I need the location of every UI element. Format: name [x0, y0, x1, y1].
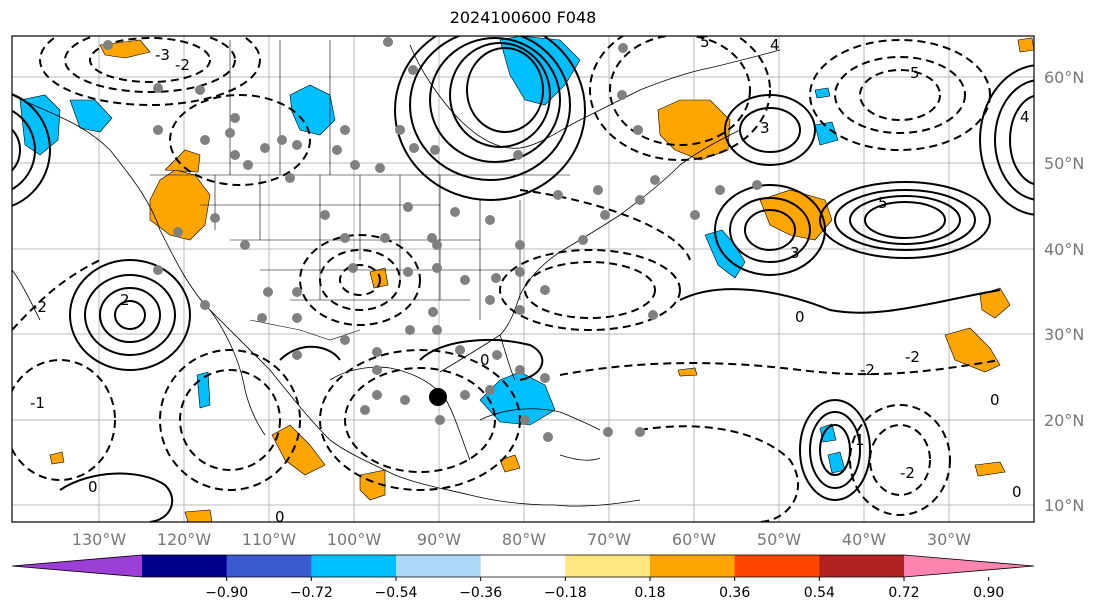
contour-label: 4 [1020, 108, 1030, 126]
colorbar-outline [11, 554, 1035, 578]
colorbar-extend-high [904, 555, 1034, 577]
negative-anomaly-patches [19, 36, 846, 474]
contour-label: 1 [855, 431, 865, 449]
contour-label: 0 [88, 478, 98, 496]
lon-label: 50°W [757, 530, 801, 549]
colorbar-tick-label: −0.36 [459, 585, 502, 601]
contour-label: 0 [480, 351, 490, 369]
contour-label: -2 [905, 348, 920, 366]
lat-label: 60°N [1044, 68, 1084, 87]
positive-contours [12, 36, 1034, 522]
lon-label: 40°W [842, 530, 886, 549]
lat-label: 10°N [1044, 496, 1084, 515]
contour-label: -2 [175, 56, 190, 74]
contour-label: 4 [770, 36, 780, 54]
colorbar-extend-low [12, 555, 142, 577]
colorbar-tick-label: −0.54 [375, 585, 418, 601]
colorbar-segment [226, 555, 312, 577]
contour-label: 3 [760, 119, 770, 137]
map-frame [11, 35, 1035, 523]
contour-label: 0 [990, 391, 1000, 409]
lon-label: 130°W [72, 530, 127, 549]
colorbar-tick-label: 0.36 [719, 585, 750, 601]
contour-label: 0 [795, 308, 805, 326]
lat-label: 30°N [1044, 325, 1084, 344]
lon-label: 100°W [327, 530, 382, 549]
colorbar-segment [734, 555, 820, 577]
contour-label: 0 [1012, 483, 1022, 501]
contour-label: -2 [32, 298, 47, 316]
colorbar: −0.90 −0.72 −0.54 −0.36 −0.18 0.18 0.36 0.54 0.7… [11, 554, 1035, 601]
colorbar-segment [650, 555, 736, 577]
lon-label: 90°W [417, 530, 461, 549]
contour-label: 3 [790, 244, 800, 262]
colorbar-tick-label: −0.90 [205, 585, 248, 601]
latitude-labels: 60°N 50°N 40°N 30°N 20°N 10°N [1044, 68, 1084, 515]
contour-label-group: -3 -2 5 3 3 5 2 -2 0 -2 -2 0 0 0 0 0 -2 … [30, 33, 1030, 526]
colorbar-segment [480, 555, 566, 577]
contour-label: 5 [910, 64, 920, 82]
positive-anomaly-patches [49, 37, 1034, 522]
lon-label: 60°W [672, 530, 716, 549]
colorbar-tick-label: 0.18 [634, 585, 665, 601]
contour-label: -3 [155, 46, 170, 64]
lon-label: 120°W [157, 530, 212, 549]
lat-label: 40°N [1044, 240, 1084, 259]
colorbar-tick-label: 0.72 [888, 585, 919, 601]
longitude-labels: 130°W 120°W 110°W 100°W 90°W 80°W 70°W 6… [72, 530, 971, 549]
colorbar-segment [819, 555, 905, 577]
colorbar-segment [396, 555, 482, 577]
lon-label: 70°W [587, 530, 631, 549]
observation-dots [103, 37, 762, 442]
contour-label: -2 [900, 464, 915, 482]
colorbar-segment [142, 555, 228, 577]
contour-label: -2 [860, 361, 875, 379]
lon-label: 80°W [502, 530, 546, 549]
contour-label: 5 [878, 194, 888, 212]
storm-center-marker [429, 388, 447, 406]
colorbar-segment [311, 555, 397, 577]
contour-label: 2 [120, 291, 130, 309]
political-boundaries [150, 40, 570, 341]
colorbar-tick-label: −0.72 [290, 585, 333, 601]
lat-label: 50°N [1044, 154, 1084, 173]
negative-contours [12, 36, 1001, 522]
colorbar-tick-label: 0.54 [804, 585, 835, 601]
lon-label: 110°W [242, 530, 297, 549]
contour-label: -1 [30, 394, 45, 412]
colorbar-tick-label: −0.18 [544, 585, 587, 601]
contour-label: 0 [275, 508, 285, 526]
lat-label: 20°N [1044, 411, 1084, 430]
colorbar-tick-label: 0.90 [973, 585, 1004, 601]
lon-label: 30°W [927, 530, 971, 549]
colorbar-segment [565, 555, 651, 577]
plot-title: 2024100600 F048 [449, 8, 597, 27]
contour-label: 5 [700, 33, 710, 51]
